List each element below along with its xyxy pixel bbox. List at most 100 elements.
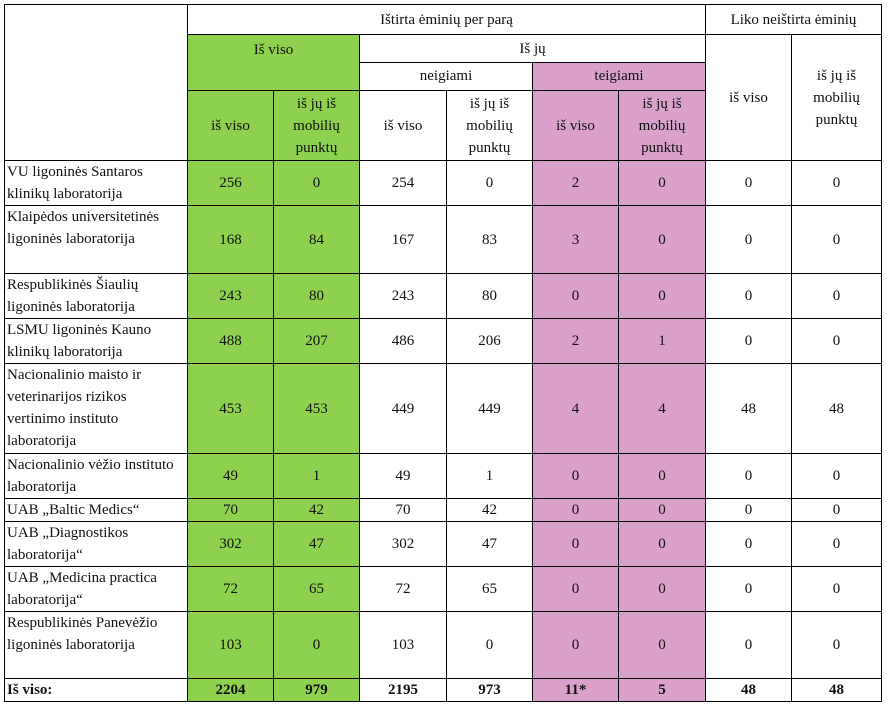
positive-mobile-cell: 0 — [618, 566, 706, 612]
table-row: Nacionalinio maisto ir veterinarijos riz… — [4, 363, 882, 454]
untested-cell: 0 — [705, 453, 792, 499]
untested-mobile-cell: 0 — [791, 566, 882, 612]
lab-name-cell: LSMU ligoninės Kauno klinikų laboratorij… — [4, 318, 188, 364]
lab-name-cell: Respublikinės Šiaulių ligoninės laborato… — [4, 273, 188, 319]
header-total-group: Iš viso — [187, 34, 360, 91]
total-mobile-cell: 453 — [273, 363, 360, 454]
lab-name-cell: UAB „Diagnostikos laboratorija“ — [4, 521, 188, 567]
untested-mobile-cell: 0 — [791, 318, 882, 364]
total-cell: 72 — [187, 566, 274, 612]
total-cell: 49 — [187, 453, 274, 499]
negative-mobile-cell: 83 — [446, 205, 533, 274]
untested-mobile-cell: 0 — [791, 453, 882, 499]
untested-cell: 0 — [705, 318, 792, 364]
negative-mobile-cell: 65 — [446, 566, 533, 612]
positive-cell: 0 — [532, 611, 619, 679]
untested-mobile-cell: 0 — [791, 273, 882, 319]
untested-cell: 0 — [705, 566, 792, 612]
total-cell: 488 — [187, 318, 274, 364]
header-negative-mobile: iš jų iš mobilių punktų — [446, 90, 533, 161]
untested-cell: 0 — [705, 498, 792, 522]
totals-untested-mobile-cell: 48 — [791, 678, 882, 702]
positive-mobile-cell: 0 — [618, 273, 706, 319]
negative-mobile-cell: 80 — [446, 273, 533, 319]
negative-mobile-cell: 0 — [446, 611, 533, 679]
table-row: UAB „Baltic Medics“ 70 42 70 42 0 0 0 0 — [4, 498, 882, 522]
positive-cell: 0 — [532, 453, 619, 499]
positive-mobile-cell: 0 — [618, 498, 706, 522]
header-total-mobile: iš jų iš mobilių punktų — [273, 90, 360, 161]
header-positive-all: iš viso — [532, 90, 619, 161]
untested-mobile-cell: 48 — [791, 363, 882, 454]
untested-cell: 0 — [705, 205, 792, 274]
positive-cell: 2 — [532, 160, 619, 206]
lab-name-cell: VU ligoninės Santaros klinikų laboratori… — [4, 160, 188, 206]
positive-cell: 0 — [532, 498, 619, 522]
table-row: Nacionalinio vėžio instituto laboratorij… — [4, 453, 882, 499]
total-mobile-cell: 207 — [273, 318, 360, 364]
lab-samples-table: Ištirta ėminių per parą Liko neištirta ė… — [4, 4, 882, 702]
header-left-mobile: iš jų iš mobilių punktų — [791, 34, 882, 161]
total-mobile-cell: 42 — [273, 498, 360, 522]
positive-cell: 0 — [532, 566, 619, 612]
untested-cell: 0 — [705, 521, 792, 567]
positive-mobile-cell: 4 — [618, 363, 706, 454]
table-row: UAB „Medicina practica laboratorija“ 72 65… — [4, 566, 882, 612]
untested-mobile-cell: 0 — [791, 521, 882, 567]
negative-cell: 72 — [359, 566, 447, 612]
total-cell: 70 — [187, 498, 274, 522]
total-cell: 103 — [187, 611, 274, 679]
untested-cell: 0 — [705, 611, 792, 679]
positive-cell: 4 — [532, 363, 619, 454]
negative-cell: 302 — [359, 521, 447, 567]
total-cell: 453 — [187, 363, 274, 454]
header-positive: teigiami — [532, 62, 706, 91]
positive-cell: 0 — [532, 521, 619, 567]
positive-mobile-cell: 0 — [618, 160, 706, 206]
totals-label: Iš viso: — [4, 678, 188, 702]
lab-name-cell: Klaipėdos universitetinės ligoninės labo… — [4, 205, 188, 274]
totals-negative-cell: 2195 — [359, 678, 447, 702]
negative-mobile-cell: 47 — [446, 521, 533, 567]
positive-mobile-cell: 0 — [618, 453, 706, 499]
header-corner-cell — [4, 4, 188, 161]
header-positive-mobile: iš jų iš mobilių punktų — [618, 90, 706, 161]
totals-positive-mobile-cell: 5 — [618, 678, 706, 702]
totals-total-cell: 2204 — [187, 678, 274, 702]
lab-name-cell: Nacionalinio vėžio instituto laboratorij… — [4, 453, 188, 499]
positive-cell: 2 — [532, 318, 619, 364]
table-row: UAB „Diagnostikos laboratorija“ 302 47 302 4… — [4, 521, 882, 567]
table-row: VU ligoninės Santaros klinikų laboratori… — [4, 160, 882, 206]
untested-cell: 0 — [705, 273, 792, 319]
untested-mobile-cell: 0 — [791, 611, 882, 679]
header-total-all: iš viso — [187, 90, 274, 161]
total-cell: 168 — [187, 205, 274, 274]
negative-mobile-cell: 206 — [446, 318, 533, 364]
total-mobile-cell: 1 — [273, 453, 360, 499]
negative-cell: 49 — [359, 453, 447, 499]
header-tested-per-day: Ištirta ėminių per parą — [187, 4, 706, 35]
total-mobile-cell: 47 — [273, 521, 360, 567]
total-mobile-cell: 0 — [273, 611, 360, 679]
table-row: Respublikinės Šiaulių ligoninės laborato… — [4, 273, 882, 319]
untested-mobile-cell: 0 — [791, 498, 882, 522]
lab-name-cell: Respublikinės Panevėžio ligoninės labora… — [4, 611, 188, 679]
total-mobile-cell: 84 — [273, 205, 360, 274]
lab-name-cell: UAB „Medicina practica laboratorija“ — [4, 566, 188, 612]
total-mobile-cell: 80 — [273, 273, 360, 319]
totals-total-mobile-cell: 979 — [273, 678, 360, 702]
untested-cell: 0 — [705, 160, 792, 206]
totals-positive-cell: 11* — [532, 678, 619, 702]
untested-cell: 48 — [705, 363, 792, 454]
total-cell: 243 — [187, 273, 274, 319]
header-remaining-untested: Liko neištirta ėminių — [705, 4, 882, 35]
positive-cell: 0 — [532, 273, 619, 319]
total-cell: 256 — [187, 160, 274, 206]
total-mobile-cell: 0 — [273, 160, 360, 206]
untested-mobile-cell: 0 — [791, 205, 882, 274]
lab-name-cell: Nacionalinio maisto ir veterinarijos riz… — [4, 363, 188, 454]
totals-row: Iš viso: 2204 979 2195 973 11* 5 48 48 — [4, 678, 882, 702]
negative-mobile-cell: 1 — [446, 453, 533, 499]
table-row: LSMU ligoninės Kauno klinikų laboratorij… — [4, 318, 882, 364]
negative-cell: 254 — [359, 160, 447, 206]
